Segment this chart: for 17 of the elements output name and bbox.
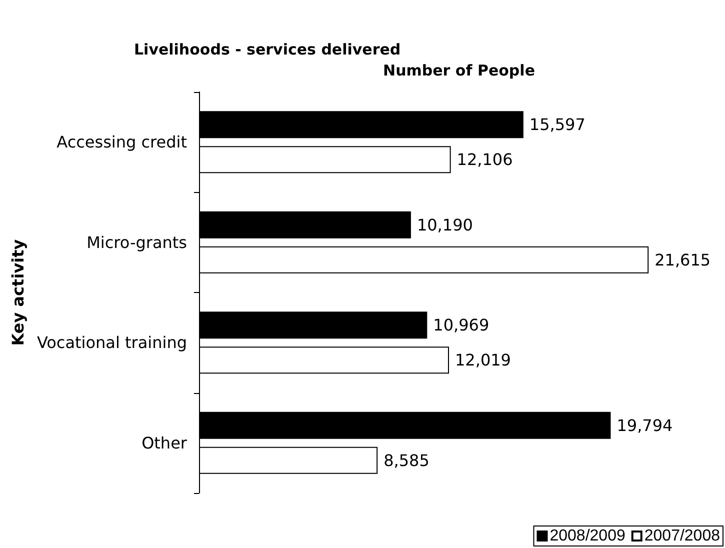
- data-label: 19,794: [616, 416, 673, 435]
- data-label: 15,597: [529, 115, 586, 134]
- y-tick-label: Accessing credit: [56, 132, 187, 152]
- legend-label: 2007/2008: [644, 528, 720, 544]
- y-axis-title: Key activity: [8, 238, 28, 346]
- data-label: 10,969: [433, 316, 490, 335]
- x-axis-title: Number of People: [383, 62, 535, 80]
- data-label: 12,106: [456, 150, 513, 170]
- legend-label: 2008/2009: [550, 528, 626, 544]
- chart-title: Livelihoods - services delivered: [134, 40, 401, 58]
- y-tick-label: Other: [142, 433, 188, 452]
- data-label: 10,190: [416, 215, 473, 234]
- y-tick-label: Vocational training: [36, 333, 187, 352]
- data-label: 8,585: [384, 450, 430, 470]
- data-label: 12,019: [454, 350, 511, 370]
- data-label: 21,615: [654, 250, 711, 270]
- y-tick-label: Micro-grants: [86, 232, 187, 252]
